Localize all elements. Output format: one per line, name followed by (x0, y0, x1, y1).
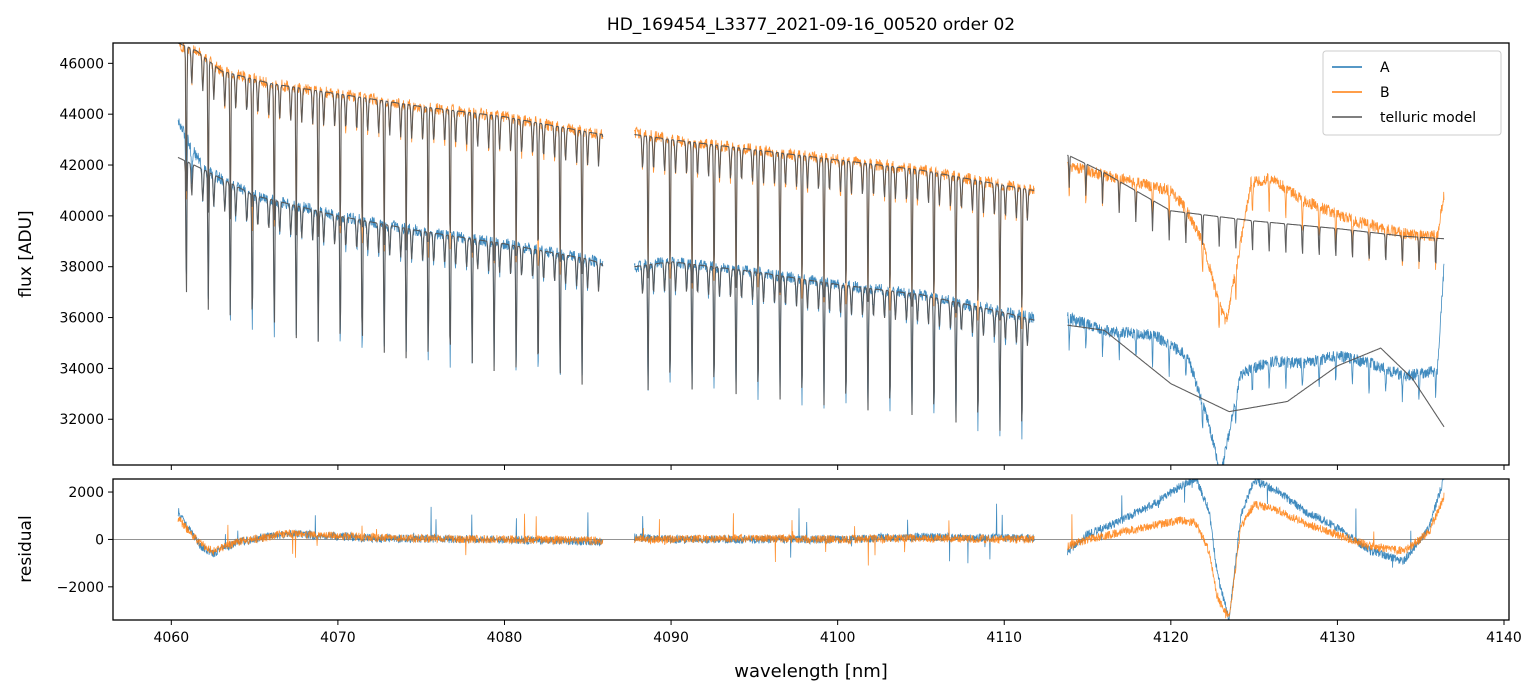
y-tick-label: 34000 (59, 361, 104, 377)
flux-telluric-model-line-3 (634, 133, 1035, 321)
x-tick-label: 4110 (986, 630, 1022, 646)
y-tick-label: 44000 (59, 107, 104, 123)
x-tick-label: 4070 (320, 630, 356, 646)
residual-b-line-2 (1067, 492, 1445, 619)
y-tick-label: −2000 (57, 580, 104, 596)
legend-label: B (1380, 85, 1390, 101)
flux-b-line-2 (1067, 161, 1445, 328)
flux-b-line-1 (634, 126, 1035, 330)
x-axis-label: wavelength [nm] (734, 661, 888, 682)
residual-series-group (113, 479, 1509, 620)
y-tick-label: 46000 (59, 56, 104, 72)
y-tick-label: 36000 (59, 311, 104, 327)
x-tick-label: 4060 (153, 630, 189, 646)
y-tick-label: 2000 (68, 485, 104, 501)
y-tick-label: 32000 (59, 412, 104, 428)
flux-telluric-model-line-4 (1067, 324, 1445, 428)
flux-telluric-model-line-2 (634, 261, 1035, 431)
residual-b-line-0 (177, 513, 604, 558)
flux-telluric-model-line-5 (1067, 154, 1444, 264)
flux-y-ticks: 32000 34000 36000 38000 40000 42000 44000 46000 (59, 56, 113, 428)
x-tick-label: 4080 (487, 630, 523, 646)
residual-a-line-1 (634, 503, 1035, 564)
flux-a-line-1 (634, 256, 1035, 440)
legend-box (1322, 50, 1502, 136)
legend-label: telluric model (1380, 110, 1476, 126)
y-tick-label: 40000 (59, 209, 104, 225)
flux-telluric-model-line-0 (177, 156, 604, 385)
x-tick-label: 4120 (1153, 630, 1189, 646)
residual-a-line-2 (1067, 479, 1445, 620)
flux-axes-frame (112, 42, 1510, 466)
x-tick-label: 4100 (820, 630, 856, 646)
residual-a-line-0 (177, 506, 604, 558)
flux-a-line-2 (1067, 263, 1445, 465)
flux-series-group (177, 43, 1445, 465)
flux-panel: 32000 34000 36000 38000 40000 42000 44000 46000 (59, 42, 1510, 470)
residual-b-line-1 (634, 513, 1035, 566)
flux-telluric-model-line-1 (177, 43, 604, 275)
x-tick-label: 4090 (653, 630, 689, 646)
residual-axes-frame (112, 478, 1510, 621)
residual-x-ticks: 4060 4070 4080 4090 4100 4110 4120 4130 4140 (153, 620, 1522, 646)
x-tick-label: 4140 (1486, 630, 1522, 646)
residual-axis-label: residual (16, 515, 36, 582)
flux-x-ticks (170, 465, 1505, 470)
legend-label: A (1380, 60, 1390, 76)
y-tick-label: 0 (95, 532, 104, 548)
x-tick-label: 4130 (1320, 630, 1356, 646)
flux-axis-label: flux [ADU] (16, 210, 36, 297)
y-tick-label: 42000 (59, 158, 104, 174)
residual-y-ticks: −2000 0 2000 (57, 485, 113, 596)
y-tick-label: 38000 (59, 260, 104, 276)
chart-title: HD_169454_L3377_2021-09-16_00520 order 0… (607, 15, 1015, 35)
